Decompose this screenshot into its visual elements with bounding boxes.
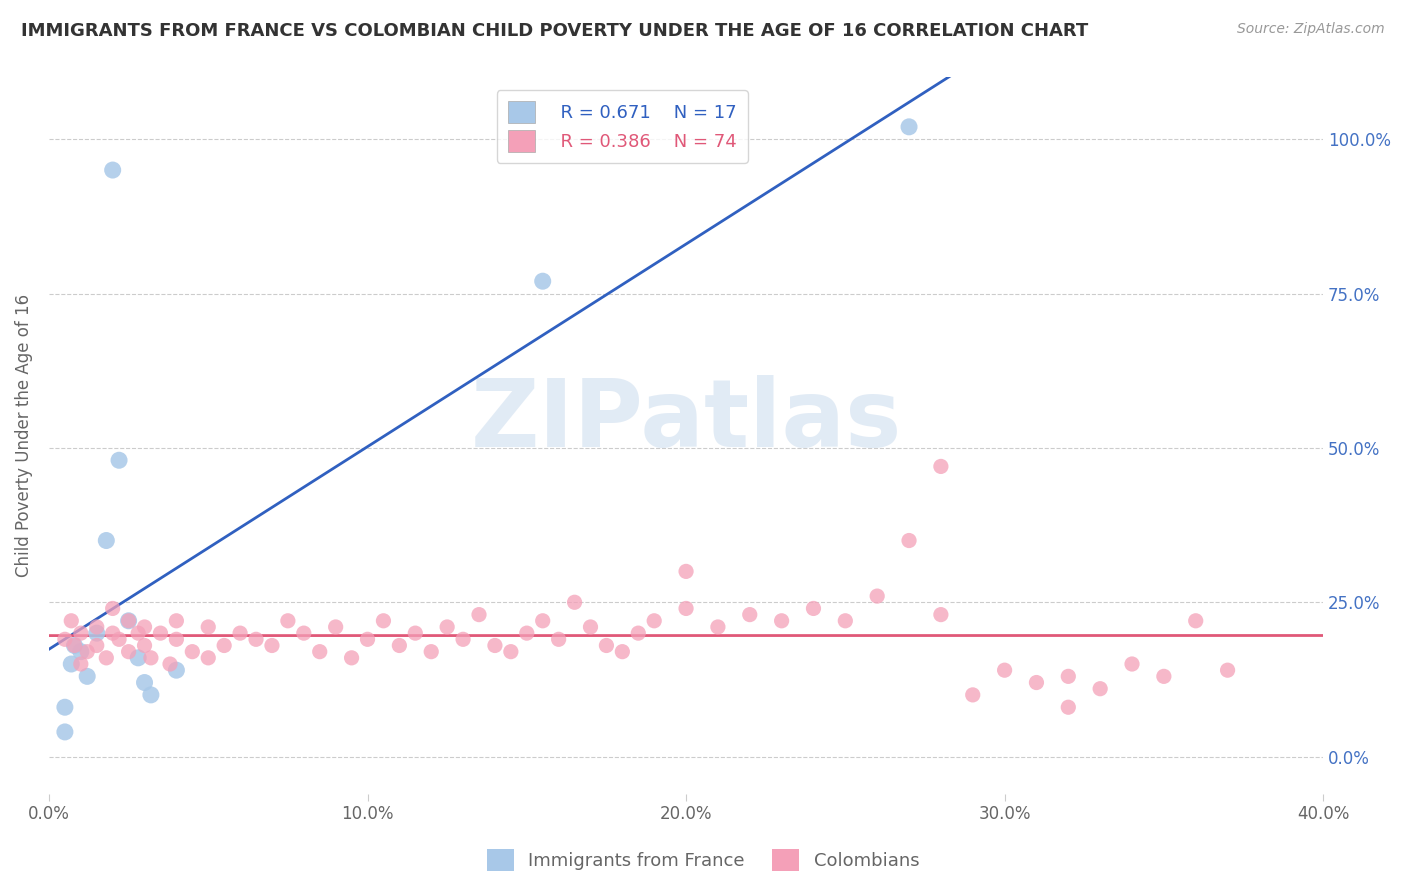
- Point: [212, 639, 235, 653]
- Point: [898, 120, 921, 134]
- Point: [436, 620, 458, 634]
- Point: [612, 645, 634, 659]
- Point: [547, 632, 569, 647]
- Point: [308, 645, 330, 659]
- Point: [292, 626, 315, 640]
- Point: [96, 533, 118, 548]
- Point: [388, 639, 411, 653]
- Point: [165, 614, 187, 628]
- Point: [86, 620, 108, 634]
- Point: [643, 614, 665, 628]
- Point: [579, 620, 602, 634]
- Point: [929, 607, 952, 622]
- Point: [117, 614, 139, 628]
- Point: [117, 614, 139, 628]
- Point: [531, 274, 554, 288]
- Point: [516, 626, 538, 640]
- Text: ZIPatlas: ZIPatlas: [471, 376, 901, 467]
- Point: [245, 632, 267, 647]
- Point: [738, 607, 761, 622]
- Point: [134, 675, 156, 690]
- Point: [76, 645, 98, 659]
- Point: [101, 626, 124, 640]
- Point: [86, 639, 108, 653]
- Point: [770, 614, 793, 628]
- Point: [1216, 663, 1239, 677]
- Point: [1153, 669, 1175, 683]
- Point: [134, 639, 156, 653]
- Point: [1121, 657, 1143, 671]
- Point: [165, 632, 187, 647]
- Point: [117, 645, 139, 659]
- Point: [834, 614, 856, 628]
- Point: [86, 626, 108, 640]
- Point: [69, 645, 91, 659]
- Point: [420, 645, 443, 659]
- Point: [1184, 614, 1206, 628]
- Point: [197, 620, 219, 634]
- Point: [53, 632, 76, 647]
- Point: [139, 688, 162, 702]
- Point: [181, 645, 204, 659]
- Text: IMMIGRANTS FROM FRANCE VS COLOMBIAN CHILD POVERTY UNDER THE AGE OF 16 CORRELATIO: IMMIGRANTS FROM FRANCE VS COLOMBIAN CHIL…: [21, 22, 1088, 40]
- Point: [101, 601, 124, 615]
- Point: [69, 657, 91, 671]
- Point: [675, 601, 697, 615]
- Point: [404, 626, 426, 640]
- Point: [127, 626, 149, 640]
- Point: [929, 459, 952, 474]
- Point: [165, 663, 187, 677]
- Point: [994, 663, 1017, 677]
- Point: [803, 601, 825, 615]
- Point: [1057, 669, 1080, 683]
- Point: [53, 700, 76, 714]
- Point: [260, 639, 283, 653]
- Point: [499, 645, 522, 659]
- Point: [127, 650, 149, 665]
- Point: [277, 614, 299, 628]
- Point: [53, 725, 76, 739]
- Point: [1088, 681, 1111, 696]
- Point: [866, 589, 889, 603]
- Point: [1057, 700, 1080, 714]
- Point: [468, 607, 491, 622]
- Point: [962, 688, 984, 702]
- Point: [707, 620, 730, 634]
- Point: [108, 632, 131, 647]
- Point: [139, 650, 162, 665]
- Legend: Immigrants from France, Colombians: Immigrants from France, Colombians: [479, 842, 927, 879]
- Point: [108, 453, 131, 467]
- Point: [60, 614, 83, 628]
- Point: [96, 650, 118, 665]
- Point: [1025, 675, 1047, 690]
- Point: [595, 639, 617, 653]
- Point: [76, 669, 98, 683]
- Point: [60, 657, 83, 671]
- Point: [63, 639, 86, 653]
- Point: [531, 614, 554, 628]
- Point: [325, 620, 347, 634]
- Text: Source: ZipAtlas.com: Source: ZipAtlas.com: [1237, 22, 1385, 37]
- Point: [101, 163, 124, 178]
- Point: [627, 626, 650, 640]
- Point: [197, 650, 219, 665]
- Point: [69, 626, 91, 640]
- Point: [134, 620, 156, 634]
- Point: [675, 565, 697, 579]
- Point: [564, 595, 586, 609]
- Point: [149, 626, 172, 640]
- Point: [340, 650, 363, 665]
- Point: [229, 626, 252, 640]
- Point: [159, 657, 181, 671]
- Point: [898, 533, 921, 548]
- Point: [484, 639, 506, 653]
- Y-axis label: Child Poverty Under the Age of 16: Child Poverty Under the Age of 16: [15, 294, 32, 577]
- Point: [451, 632, 474, 647]
- Point: [373, 614, 395, 628]
- Point: [356, 632, 378, 647]
- Point: [63, 639, 86, 653]
- Legend:   R = 0.671    N = 17,   R = 0.386    N = 74: R = 0.671 N = 17, R = 0.386 N = 74: [496, 90, 748, 163]
